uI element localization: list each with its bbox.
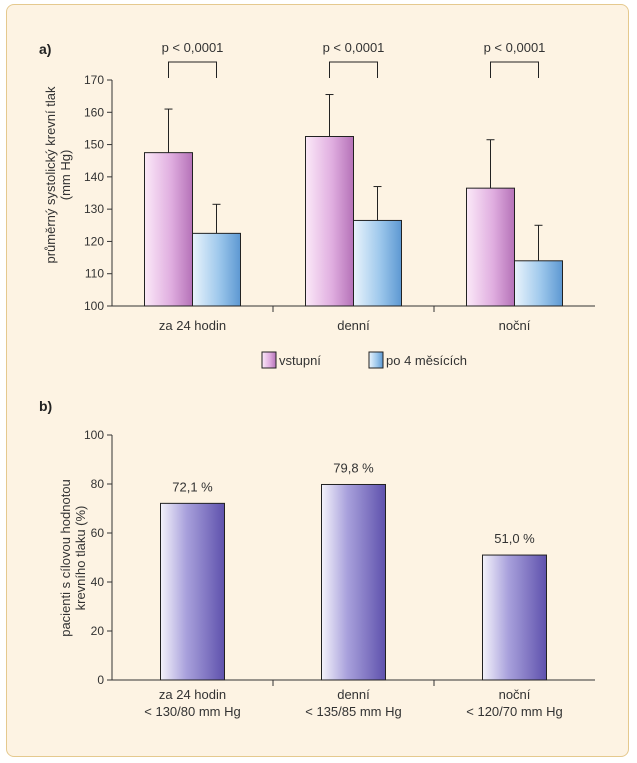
bar-a-vstupni <box>466 187 515 307</box>
bar-b <box>321 483 386 681</box>
bar-b <box>160 502 225 681</box>
bar-a-vstupni <box>144 152 193 307</box>
bar-a-po4 <box>353 219 402 307</box>
bars-a <box>144 94 563 312</box>
y-tick-label-a: 150 <box>84 138 104 152</box>
legend: vstupní po 4 měsících <box>261 351 467 369</box>
y-tick-label-b: 60 <box>91 526 105 540</box>
y-tick-label-b: 40 <box>91 575 105 589</box>
x-label-b-line2: < 120/70 mm Hg <box>466 704 562 719</box>
y-tick-label-a: 120 <box>84 234 104 248</box>
x-label-a: denní <box>337 318 370 333</box>
legend-label-po4: po 4 měsících <box>386 353 467 368</box>
bar-a-po4 <box>192 232 241 307</box>
x-labels-a: za 24 hodin denní noční <box>159 318 531 333</box>
y-axis-label-b-line1: pacienti s cílovou hodnotou <box>58 479 73 637</box>
x-label-b-line1: noční <box>499 687 531 702</box>
y-tick-label-b: 20 <box>91 624 105 638</box>
y-tick-label-a: 160 <box>84 105 104 119</box>
x-labels-b: za 24 hodin < 130/80 mm Hg denní < 135/85 m… <box>144 687 562 719</box>
p-value-label: p < 0,0001 <box>484 40 546 55</box>
p-value-label: p < 0,0001 <box>323 40 385 55</box>
legend-label-vstupni: vstupní <box>279 353 321 368</box>
chart-b: b) pacienti s cílovou hodnotou krevního … <box>39 398 595 719</box>
significance-bracket <box>490 61 539 78</box>
y-axis-a: 100 110 120 130 140 150 160 170 <box>84 73 112 313</box>
x-label-b-line1: za 24 hodin <box>159 687 226 702</box>
x-label-a: noční <box>499 318 531 333</box>
bar-a-vstupni <box>305 136 354 307</box>
panel-b-label: b) <box>39 398 52 414</box>
y-tick-label-a: 110 <box>85 267 104 281</box>
legend-swatch-po4 <box>368 351 384 369</box>
legend-swatch-vstupni <box>261 351 277 369</box>
significance-bracket <box>168 61 217 78</box>
chart-a: a) průměrný systolický krevní tlak (mm H… <box>39 40 595 369</box>
x-label-b-line2: < 135/85 mm Hg <box>305 704 401 719</box>
y-axis-label-a-line1: průměrný systolický krevní tlak <box>43 86 58 263</box>
bar-b <box>482 554 547 681</box>
bars-b: 72,1 % 79,8 % 51,0 % <box>160 460 547 686</box>
y-tick-label-a: 100 <box>84 299 104 313</box>
significance-bracket <box>329 61 378 78</box>
y-tick-label-a: 130 <box>84 202 104 216</box>
y-axis-b: 0 20 40 60 80 100 <box>84 428 112 687</box>
y-tick-label-b: 80 <box>91 477 105 491</box>
bar-a-po4 <box>514 260 563 307</box>
y-tick-label-b: 0 <box>97 673 104 687</box>
x-label-b-line2: < 130/80 mm Hg <box>144 704 240 719</box>
y-tick-label-b: 100 <box>84 428 104 442</box>
y-tick-label-a: 170 <box>84 73 104 87</box>
y-tick-label-a: 140 <box>84 170 104 184</box>
p-value-label: p < 0,0001 <box>162 40 224 55</box>
y-axis-label-b-line2: krevního tlaku (%) <box>73 506 88 611</box>
data-label-b: 72,1 % <box>172 479 213 494</box>
annotations-a: p < 0,0001 p < 0,0001 p < 0,0001 <box>162 40 546 78</box>
y-axis-label-a-line2: (mm Hg) <box>58 150 73 201</box>
panel-a-label: a) <box>39 41 51 57</box>
x-label-a: za 24 hodin <box>159 318 226 333</box>
x-label-b-line1: denní <box>337 687 370 702</box>
data-label-b: 51,0 % <box>494 531 535 546</box>
data-label-b: 79,8 % <box>333 460 374 475</box>
